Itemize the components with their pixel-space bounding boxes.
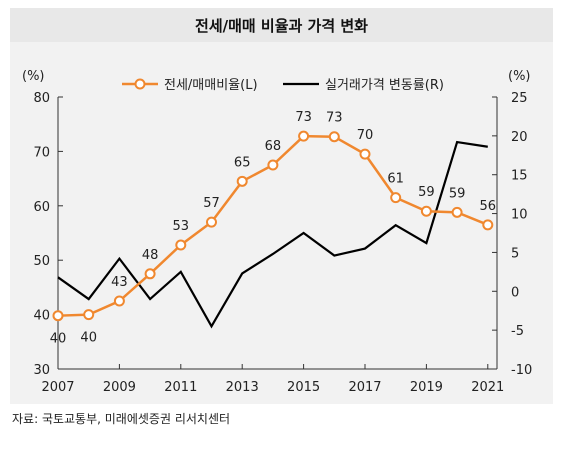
- left-axis-unit: (%): [22, 69, 45, 84]
- right-tick-label: 25: [511, 91, 528, 106]
- jeonse-ratio-data-label: 56: [480, 199, 497, 214]
- jeonse-ratio-marker: [205, 216, 217, 228]
- jeonse-ratio-marker: [451, 206, 463, 218]
- jeonse-ratio-data-label: 59: [449, 186, 466, 201]
- jeonse-ratio-data-label: 61: [387, 172, 404, 187]
- jeonse-ratio-marker: [359, 148, 371, 160]
- jeonse-ratio-data-label: 43: [111, 275, 128, 290]
- chart-title: 전세/매매 비율과 가격 변화: [10, 8, 553, 42]
- jeonse-ratio-marker: [267, 159, 279, 171]
- jeonse-ratio-data-label: 68: [265, 139, 282, 154]
- jeonse-ratio-data-label: 48: [142, 248, 159, 263]
- legend-jeonse-label: 전세/매매비율(L): [164, 78, 258, 93]
- price-change-line: [57, 140, 488, 329]
- legend-jeonse-marker: [134, 78, 146, 90]
- right-tick-label: 20: [511, 130, 528, 145]
- right-tick-label: -5: [511, 324, 524, 339]
- right-tick-label: -10: [511, 363, 532, 378]
- jeonse-ratio-marker: [52, 310, 64, 322]
- jeonse-ratio-data-label: 53: [173, 219, 190, 234]
- jeonse-ratio-marker: [390, 192, 402, 204]
- x-tick-label: 2015: [287, 380, 320, 395]
- x-tick-label: 2009: [103, 380, 136, 395]
- jeonse-ratio-marker: [83, 309, 95, 321]
- jeonse-ratio-data-label: 59: [418, 185, 435, 200]
- jeonse-ratio-marker: [482, 219, 494, 231]
- left-tick-label: 70: [33, 145, 50, 160]
- jeonse-ratio-data-label: 65: [234, 155, 251, 170]
- right-tick-label: 10: [511, 208, 528, 223]
- jeonse-ratio-data-label: 70: [357, 128, 374, 143]
- jeonse-ratio-marker: [236, 175, 248, 187]
- left-tick-label: 60: [33, 200, 50, 215]
- right-tick-label: 0: [511, 285, 519, 300]
- x-tick-label: 2019: [410, 380, 443, 395]
- x-tick-label: 2021: [471, 380, 504, 395]
- jeonse-ratio-marker: [144, 268, 156, 280]
- x-tick-label: 2007: [41, 380, 74, 395]
- x-tick-label: 2011: [164, 380, 197, 395]
- jeonse-ratio-marker: [113, 295, 125, 307]
- legend-price-label: 실거래가격 변동률(R): [325, 78, 444, 93]
- jeonse-ratio-data-label: 73: [326, 111, 343, 126]
- x-tick-label: 2017: [348, 380, 381, 395]
- left-tick-label: 30: [33, 363, 50, 378]
- jeonse-ratio-marker: [328, 131, 340, 143]
- left-tick-label: 40: [33, 309, 50, 324]
- right-tick-label: 5: [511, 246, 519, 261]
- jeonse-ratio-marker: [420, 205, 432, 217]
- right-axis-unit: (%): [508, 69, 531, 84]
- jeonse-ratio-data-label: 73: [295, 110, 312, 125]
- left-tick-label: 50: [33, 254, 50, 269]
- jeonse-ratio-data-label: 40: [50, 332, 67, 347]
- x-tick-label: 2013: [226, 380, 259, 395]
- right-tick-label: 15: [511, 169, 528, 184]
- jeonse-ratio-marker: [175, 239, 187, 251]
- jeonse-ratio-data-label: 57: [203, 196, 220, 211]
- jeonse-ratio-data-label: 40: [80, 331, 97, 346]
- left-tick-label: 80: [33, 91, 50, 106]
- jeonse-ratio-marker: [298, 130, 310, 142]
- source-note: 자료: 국토교통부, 미래에셋증권 리서치센터: [12, 412, 231, 426]
- chart-area: [10, 42, 553, 404]
